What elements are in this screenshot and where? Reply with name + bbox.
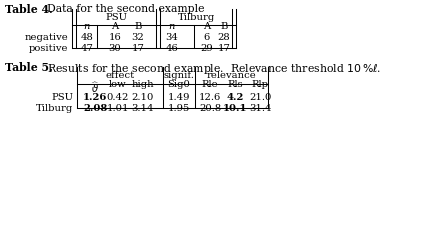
Text: Tilburg: Tilburg (177, 13, 215, 22)
Text: effect: effect (105, 71, 135, 80)
Text: 34: 34 (165, 33, 178, 42)
Text: 48: 48 (80, 33, 93, 42)
Text: 46: 46 (166, 44, 178, 53)
Text: 47: 47 (80, 44, 93, 53)
Text: 1.49: 1.49 (168, 93, 190, 102)
Text: A: A (111, 22, 118, 31)
Text: 0.42: 0.42 (107, 93, 129, 102)
Text: 29: 29 (201, 44, 213, 53)
Text: 3.14: 3.14 (132, 104, 154, 113)
Text: Rls: Rls (227, 80, 243, 89)
Text: 16: 16 (109, 33, 122, 42)
Text: Sig0: Sig0 (168, 80, 190, 89)
Text: Results for the second example.  Relevance threshold $10\,\%\ell$.: Results for the second example. Relevanc… (47, 62, 381, 76)
Text: B: B (220, 22, 228, 31)
Text: positive: positive (29, 44, 68, 53)
Text: 17: 17 (131, 44, 144, 53)
Text: n: n (169, 22, 175, 31)
Text: 32: 32 (131, 33, 144, 42)
Text: signif.: signif. (164, 71, 194, 80)
Text: PSU: PSU (105, 13, 127, 22)
Text: 31.4: 31.4 (249, 104, 271, 113)
Text: Tilburg: Tilburg (36, 104, 73, 113)
Text: n: n (84, 22, 90, 31)
Text: 1.01: 1.01 (107, 104, 129, 113)
Text: 12.6: 12.6 (199, 93, 221, 102)
Text: Rlp: Rlp (252, 80, 269, 89)
Text: $\widehat{\vartheta}$: $\widehat{\vartheta}$ (91, 80, 99, 94)
Text: Rle: Rle (202, 80, 218, 89)
Text: 1.95: 1.95 (168, 104, 190, 113)
Text: negative: negative (24, 33, 68, 42)
Text: relevance: relevance (207, 71, 257, 80)
Text: 30: 30 (109, 44, 122, 53)
Text: Table 4.: Table 4. (5, 4, 53, 15)
Text: 1.26: 1.26 (83, 93, 107, 102)
Text: Data for the second example: Data for the second example (47, 4, 204, 14)
Text: PSU: PSU (51, 93, 73, 102)
Text: 10.1: 10.1 (223, 104, 247, 113)
Text: B: B (134, 22, 142, 31)
Text: 20.8: 20.8 (199, 104, 221, 113)
Text: 2.10: 2.10 (132, 93, 154, 102)
Text: high: high (132, 80, 154, 89)
Text: 2.08: 2.08 (83, 104, 107, 113)
Text: A: A (203, 22, 211, 31)
Text: 17: 17 (218, 44, 231, 53)
Text: Table 5.: Table 5. (5, 62, 53, 73)
Text: 21.0: 21.0 (249, 93, 271, 102)
Text: low: low (109, 80, 127, 89)
Text: 6: 6 (204, 33, 210, 42)
Text: 28: 28 (218, 33, 230, 42)
Text: 4.2: 4.2 (226, 93, 244, 102)
